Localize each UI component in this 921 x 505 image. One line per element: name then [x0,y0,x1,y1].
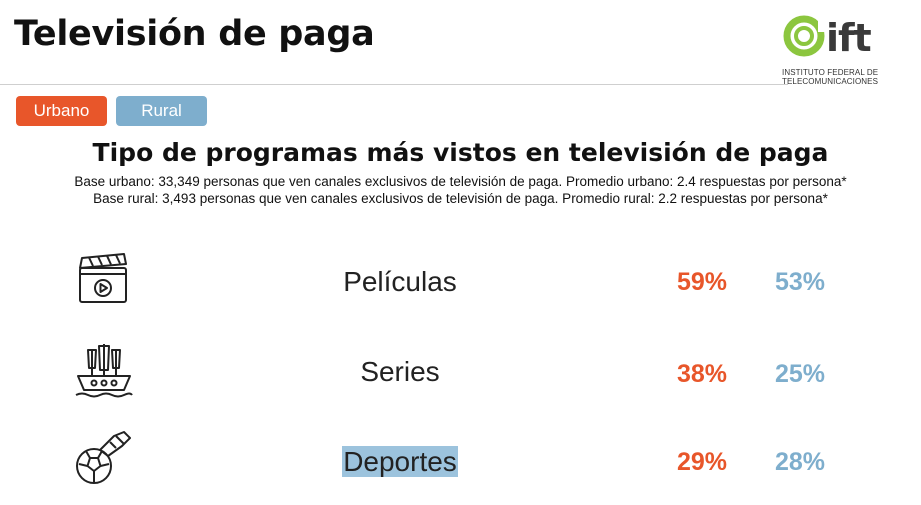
urbano-value-peliculas: 59% [677,268,728,296]
page-title: Televisión de paga [14,14,375,54]
header-divider [0,84,788,85]
row-label-peliculas: Películas [343,266,457,297]
ift-logo: ift INSTITUTO FEDERAL DE TELECOMUNICACIO… [780,10,910,90]
row-label-series: Series [360,356,440,387]
rural-value-series: 25% [775,360,826,388]
row-label-deportes: Deportes [300,446,500,478]
urbano-value-series: 38% [677,360,728,388]
soccer-icon [76,431,131,484]
row-label-deportes-text: Deportes [342,446,458,477]
rural-button[interactable]: Rural [116,96,207,126]
base-rural-note: Base rural: 3,493 personas que ven canal… [93,191,828,206]
urbano-button[interactable]: Urbano [16,96,107,126]
logo-subtitle: INSTITUTO FEDERAL DE TELECOMUNICACIONES [782,68,879,86]
ift-logo-mark [783,14,825,57]
urbano-value-deportes: 29% [677,448,728,476]
rural-value-peliculas: 53% [775,268,826,296]
rural-value-deportes: 28% [775,448,826,476]
film-clapper-icon [79,253,127,303]
logo-wordmark: ift [826,16,872,60]
section-title: Tipo de programas más vistos en televisi… [92,138,829,167]
ship-icon [75,344,133,398]
base-urbano-note: Base urbano: 33,349 personas que ven can… [74,174,847,189]
